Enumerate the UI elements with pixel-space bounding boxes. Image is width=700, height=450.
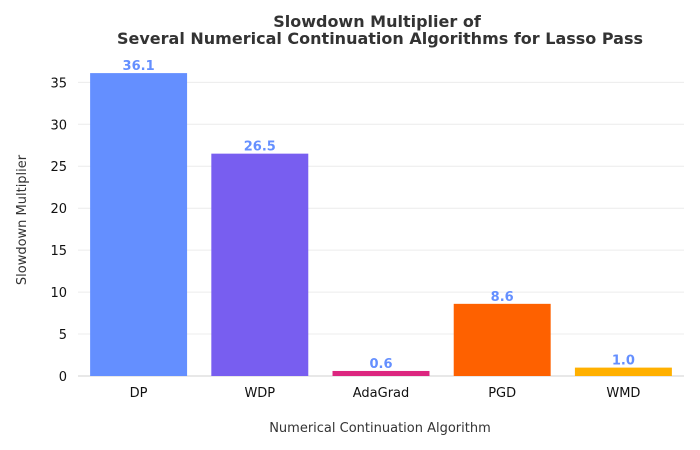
- data-label-pgd: 8.6: [491, 290, 514, 305]
- y-tick-label: 15: [50, 244, 67, 259]
- x-tick-label-adagrad: AdaGrad: [353, 386, 410, 401]
- y-tick-label: 5: [59, 328, 67, 343]
- x-axis-title: Numerical Continuation Algorithm: [269, 421, 491, 436]
- bar-adagrad: [332, 370, 430, 376]
- y-axis: 0 5 10 15 20 25 30 35: [50, 76, 67, 385]
- bar-layer: 36.1 26.5 0.6 8.6 1.0: [90, 59, 672, 376]
- x-axis: DP WDP AdaGrad PGD WMD: [130, 386, 641, 401]
- data-label-adagrad: 0.6: [369, 357, 392, 372]
- bar-dp: [90, 73, 188, 376]
- data-label-dp: 36.1: [123, 59, 155, 74]
- y-tick-label: 20: [50, 202, 67, 217]
- y-tick-label: 30: [50, 118, 67, 133]
- bar-wdp: [211, 153, 309, 376]
- x-tick-label-pgd: PGD: [488, 386, 516, 401]
- y-tick-label: 25: [50, 160, 67, 175]
- x-tick-label-dp: DP: [130, 386, 148, 401]
- y-tick-label: 10: [50, 286, 67, 301]
- data-label-wdp: 26.5: [244, 140, 276, 155]
- chart-title-line-1: Slowdown Multiplier of: [273, 12, 482, 31]
- y-tick-label: 0: [59, 370, 67, 385]
- x-tick-label-wdp: WDP: [244, 386, 275, 401]
- bar-wmd: [574, 367, 672, 376]
- bar-pgd: [453, 303, 551, 376]
- chart-title-line-2: Several Numerical Continuation Algorithm…: [117, 29, 643, 48]
- y-axis-title: Slowdown Multiplier: [15, 154, 30, 285]
- y-tick-label: 35: [50, 76, 67, 91]
- x-tick-label-wmd: WMD: [606, 386, 640, 401]
- data-label-wmd: 1.0: [612, 354, 635, 369]
